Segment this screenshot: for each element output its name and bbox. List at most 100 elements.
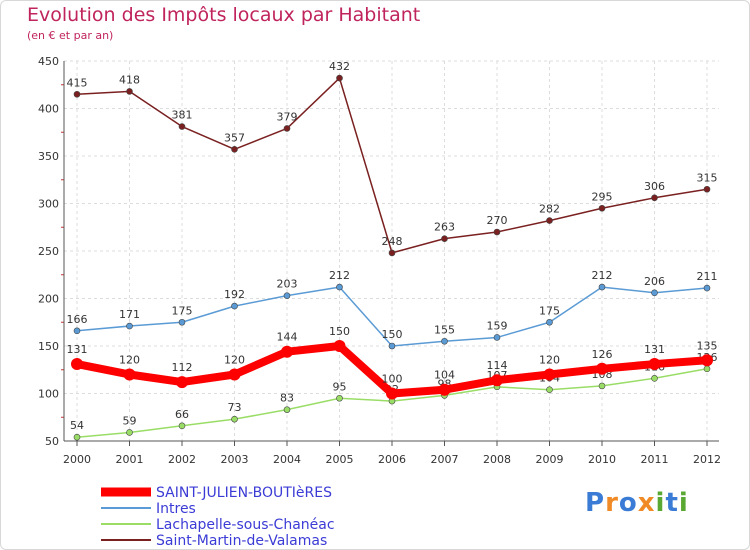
data-label: 432 [329,60,350,73]
x-tick-label: 2005 [326,453,354,466]
data-label: 263 [434,221,455,234]
data-point [71,358,83,371]
data-label: 175 [539,304,560,317]
data-point [126,322,133,330]
data-label: 150 [382,328,403,341]
data-label: 192 [224,288,245,301]
x-tick-label: 2010 [588,453,616,466]
y-tick-label: 150 [38,340,59,353]
y-tick-label: 450 [38,55,59,68]
data-point [388,249,396,257]
legend-label: Intres [156,501,196,517]
data-point [703,284,711,292]
data-point [336,74,343,82]
data-point [703,365,711,373]
data-point [441,337,448,345]
y-tick-label: 200 [38,293,59,306]
data-point [388,342,396,350]
y-tick-label: 400 [38,103,59,116]
data-point [73,90,81,98]
data-label: 120 [119,354,140,367]
legend-label: SAINT-JULIEN-BOUTIèRES [156,485,332,501]
data-point [493,334,501,341]
data-point [178,123,186,130]
data-point [178,422,186,430]
x-tick-label: 2004 [273,453,301,466]
data-label: 418 [119,73,140,86]
data-point [283,292,291,299]
data-point [231,146,238,153]
data-label: 379 [277,110,298,123]
data-label: 315 [697,171,718,184]
data-label: 114 [487,359,508,372]
data-point [598,204,606,212]
data-label: 166 [67,313,88,326]
data-point [546,318,553,326]
data-point [546,217,553,224]
y-tick-label: 350 [38,150,59,163]
data-point [701,354,713,367]
y-tick-label: 100 [38,388,59,401]
logo-letter: P [585,488,606,518]
data-label: 206 [644,275,665,288]
x-tick-label: 2008 [483,453,511,466]
data-label: 211 [697,270,718,283]
proxiti-logo: Proxiti [585,488,689,518]
data-label: 144 [277,331,298,344]
logo-letter: i [655,488,666,518]
data-point [598,283,606,291]
legend-label: Saint-Martin-de-Valamas [156,533,327,549]
data-label: 203 [277,278,298,291]
data-point [333,340,346,352]
data-label: 131 [67,343,88,356]
x-tick-label: 2002 [168,453,196,466]
y-tick-label: 250 [38,245,59,258]
data-point [438,383,451,396]
data-label: 83 [280,392,294,405]
logo-letter: i [678,488,689,518]
data-point [283,406,291,413]
data-label: 112 [172,361,193,374]
data-label: 73 [228,401,242,414]
data-point [703,185,711,193]
data-point [546,386,553,394]
logo-letter: o [618,488,638,518]
data-label: 306 [644,180,665,193]
data-label: 120 [224,354,245,367]
data-label: 59 [123,414,137,427]
data-point [123,368,136,381]
data-label: 66 [175,408,189,421]
data-label: 155 [434,323,455,336]
data-point [231,415,238,423]
data-point [176,376,188,389]
data-label: 159 [487,319,508,332]
chart-subtitle: (en € et par an) [27,29,114,42]
data-label: 248 [382,235,403,248]
data-label: 131 [644,343,665,356]
data-point [543,368,556,381]
chart-title: Evolution des Impôts locaux par Habitant [27,4,421,26]
data-label: 270 [487,214,508,227]
data-point [493,228,501,236]
x-tick-label: 2009 [536,453,564,466]
data-label: 282 [539,203,560,216]
data-point [386,387,398,400]
data-label: 150 [329,325,350,338]
x-tick-label: 2012 [693,453,721,466]
data-label: 175 [172,304,193,317]
data-label: 104 [434,369,455,382]
data-point [651,194,658,202]
x-tick-label: 2011 [641,453,669,466]
data-point [126,88,133,95]
data-label: 295 [592,190,613,203]
data-label: 212 [592,269,613,282]
data-point [231,302,238,310]
logo-letter: r [605,488,619,518]
data-point [178,318,186,326]
logo-letter: t [665,488,679,518]
x-tick-label: 2000 [63,453,91,466]
y-tick-label: 50 [45,435,59,448]
data-point [126,429,133,436]
data-label: 171 [119,308,140,321]
